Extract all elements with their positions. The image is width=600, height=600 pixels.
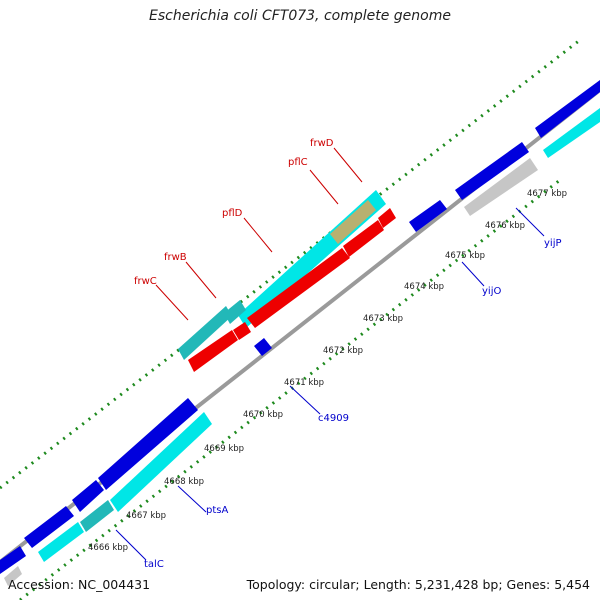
label-c4909[interactable]: c4909: [318, 413, 349, 424]
tick-4671: 4671 kbp: [284, 378, 324, 388]
rna-lower-a[interactable]: [110, 412, 212, 512]
label-ptsA[interactable]: ptsA: [206, 505, 228, 516]
rna-lower-d[interactable]: [4, 566, 22, 586]
rna-segment-olive[interactable]: [330, 200, 376, 244]
gene-c4909[interactable]: [254, 338, 272, 356]
tick-4669: 4669 kbp: [204, 444, 244, 454]
tick-4667: 4667 kbp: [126, 511, 166, 521]
label-frwB[interactable]: frwB: [164, 252, 187, 263]
label-frwD[interactable]: frwD: [310, 138, 334, 149]
rna-segment-tealA[interactable]: [178, 306, 232, 360]
gene-block-lower-b[interactable]: [72, 480, 104, 512]
tick-4675: 4675 kbp: [445, 251, 485, 261]
tick-4666: 4666 kbp: [88, 543, 128, 553]
genome-summary: Topology: circular; Length: 5,231,428 bp…: [246, 577, 590, 592]
accession-label: Accession: NC_004431: [8, 577, 151, 592]
gene-label-group: frwD pflC pflD frwB frwC yijP yijO c4909…: [115, 138, 562, 570]
forward-strand-features: [0, 80, 600, 586]
rna-lower-c[interactable]: [38, 522, 84, 562]
inner-gc-track: [19, 178, 561, 600]
reverse-gene-frwB[interactable]: [188, 330, 238, 372]
tick-4672: 4672 kbp: [323, 346, 363, 356]
tick-4674: 4674 kbp: [404, 282, 444, 292]
label-frwC[interactable]: frwC: [134, 276, 157, 287]
tick-4670: 4670 kbp: [243, 410, 283, 420]
gene-block[interactable]: [455, 142, 529, 200]
gene-block-lower-a[interactable]: [98, 398, 198, 490]
tick-4677: 4677 kbp: [527, 189, 567, 199]
kbp-ticks: 4666 kbp 4667 kbp 4668 kbp 4669 kbp 4670…: [88, 189, 567, 553]
rna-segment-tealB[interactable]: [224, 300, 246, 324]
reverse-gene-pflD[interactable]: [247, 248, 350, 328]
tick-4673: 4673 kbp: [363, 314, 403, 324]
map-title: Escherichia coli CFT073, complete genome: [149, 8, 451, 24]
tick-4668: 4668 kbp: [164, 477, 204, 487]
reverse-gene-small[interactable]: [233, 322, 251, 340]
gene-block-lower-d[interactable]: [0, 546, 26, 574]
pseudo-gene[interactable]: [464, 158, 538, 216]
tick-4676: 4676 kbp: [485, 221, 525, 231]
label-yijO[interactable]: yijO: [482, 286, 501, 297]
gene-block[interactable]: [409, 200, 447, 232]
reverse-gene-frwD[interactable]: [378, 208, 396, 228]
label-pflC[interactable]: pflC: [288, 157, 308, 168]
gene-block[interactable]: [535, 80, 600, 138]
gene-block-lower-c[interactable]: [24, 506, 74, 548]
rna-lower-b[interactable]: [80, 500, 114, 532]
rna-block[interactable]: [543, 108, 600, 158]
label-pflD[interactable]: pflD: [222, 208, 243, 219]
reverse-gene-pflC[interactable]: [343, 220, 384, 257]
label-yijP[interactable]: yijP: [544, 238, 562, 249]
label-talC[interactable]: talC: [144, 559, 164, 570]
outer-gc-track: [0, 38, 581, 490]
